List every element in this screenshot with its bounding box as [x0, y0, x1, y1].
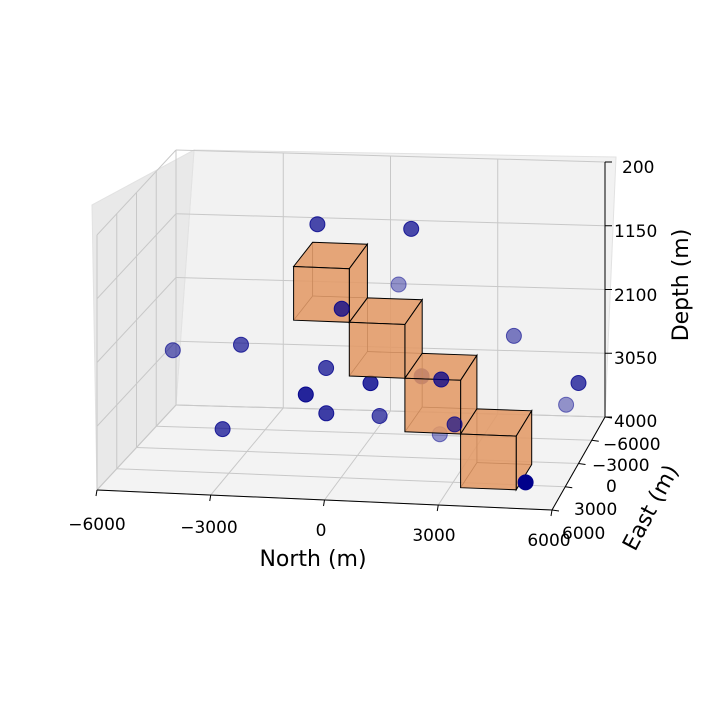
x-tick-mark	[209, 494, 212, 502]
scatter-point	[403, 220, 420, 237]
y-tick-label: 6000	[562, 524, 605, 544]
side-grid-line	[96, 277, 177, 363]
data-marks	[164, 216, 587, 492]
scatter-point	[164, 342, 181, 359]
back-grid-line	[175, 213, 606, 227]
z-tick-labels: 200 1150 2100 3050 4000	[614, 158, 657, 432]
scatter-point	[297, 386, 314, 403]
side-grid-line	[96, 149, 177, 236]
x-tick-label: −6000	[68, 515, 126, 535]
scatter-point	[558, 396, 575, 413]
side-grid-line	[96, 404, 177, 491]
scatter-point	[233, 336, 249, 353]
x-tick-mark	[95, 489, 98, 497]
y-tick-mark	[591, 439, 599, 442]
x-tick-mark	[436, 504, 439, 512]
z-tick-label: 2100	[614, 286, 657, 306]
fault-block-box	[403, 352, 478, 436]
z-tick-label: 4000	[614, 412, 657, 432]
scatter-point	[433, 371, 450, 388]
scatter-point	[517, 474, 534, 491]
x-axis-label: North (m)	[259, 547, 366, 572]
side-grid-line	[96, 340, 177, 427]
x-tick-label: 6000	[527, 531, 570, 551]
back-grid-line	[175, 404, 606, 418]
y-tick-label: 3000	[574, 500, 617, 520]
z-tick-label: 3050	[614, 349, 657, 369]
back-grid-line	[175, 277, 606, 290]
box-front-face	[460, 433, 517, 491]
x-tick-labels: −6000 −3000 0 3000 6000	[68, 515, 570, 551]
x-tick-label: 0	[316, 521, 327, 541]
scatter-point	[214, 421, 231, 438]
y-tick-mark	[551, 509, 560, 512]
y-tick-mark	[565, 486, 573, 489]
x-tick-label: 3000	[412, 526, 455, 546]
axes	[95, 161, 613, 517]
fault-block-box	[292, 241, 369, 324]
scatter-point	[318, 360, 335, 376]
scatter-point	[318, 405, 335, 422]
scatter-point	[505, 327, 522, 344]
y-tick-label: 0	[606, 477, 617, 497]
box-front-face	[348, 321, 406, 379]
scatter-point	[309, 216, 326, 233]
fault-block-box	[348, 297, 424, 380]
fault-block-box	[459, 408, 533, 492]
x-tick-label: −3000	[180, 518, 238, 538]
back-grid-line	[175, 149, 606, 163]
scatter-point	[446, 416, 463, 433]
z-tick-label: 200	[622, 158, 654, 178]
x-tick-mark	[323, 499, 325, 507]
z-tick-label: 1150	[614, 222, 657, 242]
scatter-point	[390, 276, 407, 293]
x-tick-mark	[550, 509, 553, 517]
scatter-point	[333, 300, 350, 317]
scatter-point	[362, 375, 379, 392]
scatter-point	[570, 375, 587, 391]
scatter-point	[371, 408, 388, 424]
y-tick-label: −3000	[592, 456, 650, 476]
y-tick-mark	[578, 463, 586, 465]
side-grid-line	[96, 213, 177, 300]
y-tick-label: −6000	[603, 435, 661, 455]
y-tick-labels: −6000 −3000 0 3000 6000	[562, 435, 661, 544]
z-axis-label: Depth (m)	[669, 229, 694, 342]
